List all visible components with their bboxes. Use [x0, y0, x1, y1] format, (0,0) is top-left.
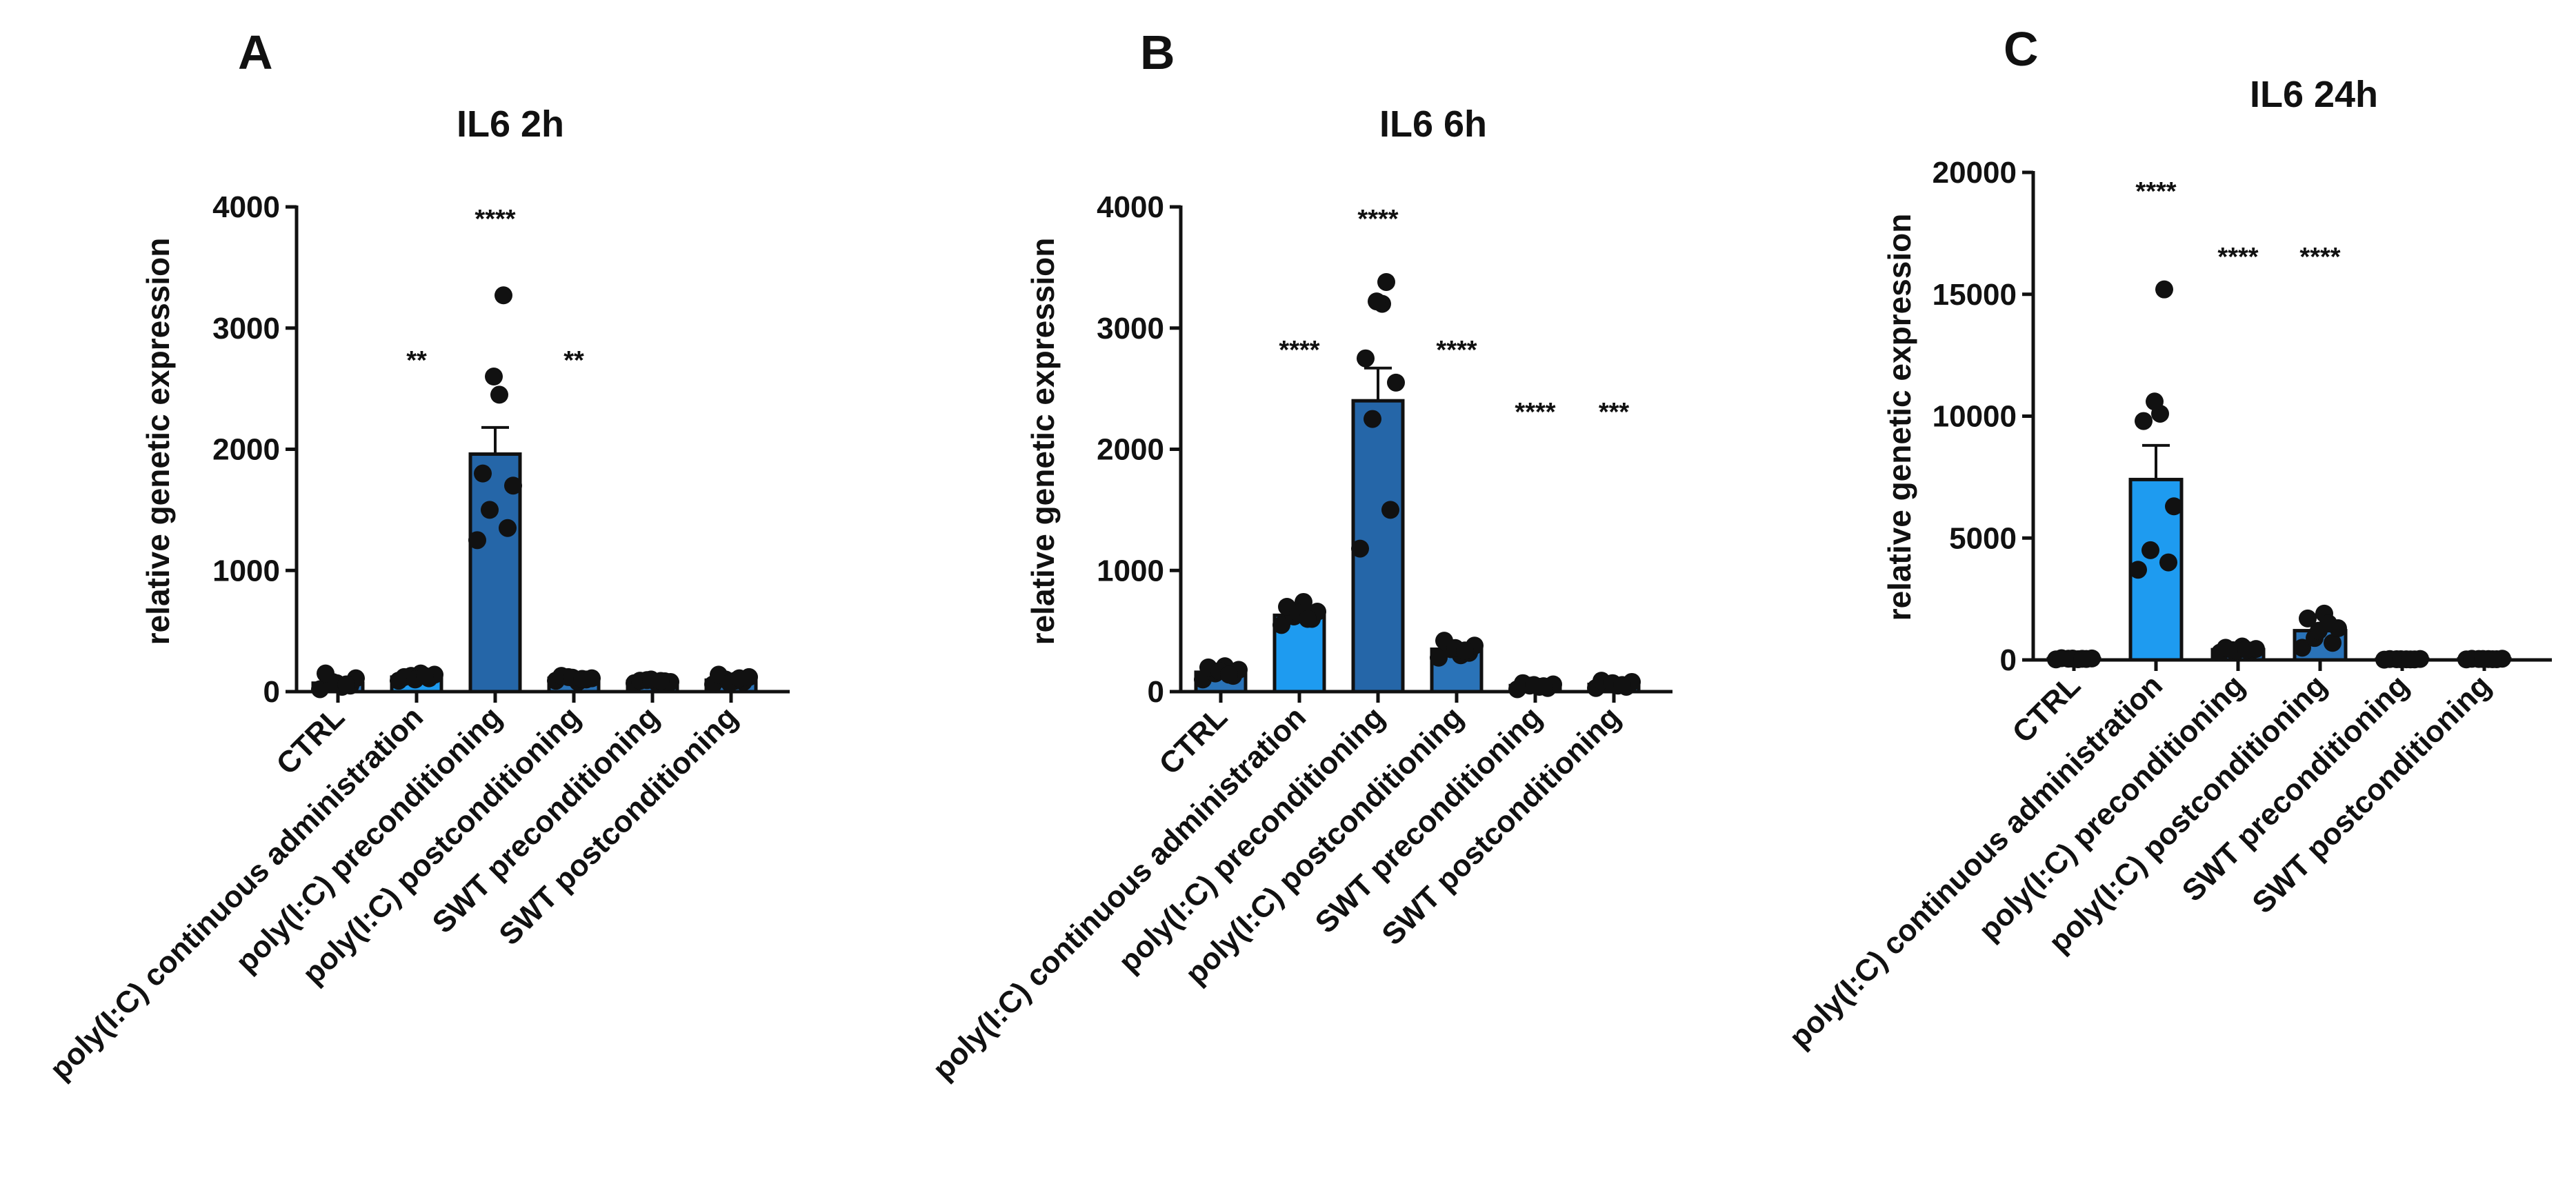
- data-point: [1613, 676, 1631, 694]
- significance-label: ***: [1599, 398, 1630, 427]
- y-tick-label: 10000: [1933, 400, 2017, 434]
- data-point: [730, 669, 748, 688]
- data-point: [1377, 272, 1395, 291]
- data-point: [416, 667, 434, 685]
- data-point: [2135, 412, 2153, 430]
- data-point: [1456, 641, 1474, 660]
- panel-letter-c: C: [2004, 22, 2039, 76]
- data-point: [481, 501, 499, 519]
- data-point: [2129, 561, 2147, 579]
- y-tick-label: 0: [263, 675, 280, 709]
- panel-a: A IL6 2h relative genetic expression 0 10…: [43, 26, 790, 1087]
- y-axis-label-a: relative genetic expression: [140, 238, 176, 645]
- y-tick-label: 5000: [1949, 521, 2017, 555]
- y-tick-label: 3000: [212, 312, 280, 345]
- y-tick-label: 2000: [212, 433, 280, 467]
- data-point: [1299, 610, 1317, 628]
- panel-b: B IL6 6h relative genetic expression 0 10…: [926, 26, 1673, 1087]
- y-tick-label: 0: [2000, 643, 2017, 677]
- data-point: [2165, 497, 2183, 516]
- data-point: [2402, 650, 2419, 669]
- data-point: [2319, 614, 2337, 632]
- data-point: [2141, 541, 2159, 559]
- data-point: [499, 519, 517, 537]
- panel-c: C IL6 24h relative genetic expression 0 5…: [1783, 22, 2552, 1055]
- data-point: [1535, 677, 1552, 696]
- data-point: [485, 368, 503, 386]
- y-tick-label: 4000: [212, 190, 280, 224]
- y-axis-label-b: relative genetic expression: [1025, 238, 1061, 645]
- data-point: [2073, 650, 2091, 668]
- data-point: [1368, 292, 1386, 311]
- data-point: [2484, 650, 2502, 668]
- category-label: poly(I:C) continuous administration: [1783, 668, 2169, 1054]
- y-tick-label: 1000: [212, 554, 280, 588]
- significance-label: ****: [2299, 243, 2340, 272]
- data-point: [474, 464, 492, 483]
- y-tick-label: 4000: [1097, 190, 1164, 224]
- data-point: [2155, 280, 2173, 299]
- data-point: [495, 286, 512, 305]
- y-tick-label: 2000: [1097, 433, 1164, 467]
- significance-label: ****: [2135, 177, 2176, 206]
- significance-label: ****: [1279, 336, 1319, 365]
- panel-letter-b: B: [1140, 26, 1175, 79]
- data-point: [573, 670, 591, 688]
- y-tick-label: 3000: [1097, 312, 1164, 345]
- y-tick-label: 0: [1148, 675, 1164, 709]
- panel-letter-a: A: [238, 26, 273, 79]
- data-point: [2293, 639, 2311, 657]
- y-tick-label: 1000: [1097, 554, 1164, 588]
- data-point: [1220, 665, 1238, 684]
- data-point: [2159, 553, 2177, 572]
- data-point: [504, 476, 522, 495]
- data-point: [2299, 609, 2317, 628]
- significance-label: **: [406, 346, 427, 375]
- data-point: [337, 675, 355, 694]
- significance-label: ****: [475, 205, 515, 234]
- y-tick-label: 20000: [1933, 156, 2017, 190]
- significance-label: ****: [1357, 205, 1398, 234]
- data-point: [2146, 392, 2164, 411]
- data-point: [652, 672, 670, 690]
- data-point: [1357, 349, 1375, 368]
- chart-title-a: IL6 2h: [457, 103, 564, 145]
- significance-label: ****: [1515, 398, 1555, 427]
- y-tick-label: 15000: [1933, 278, 2017, 312]
- data-point: [1387, 373, 1405, 392]
- data-point: [490, 385, 508, 404]
- data-point: [468, 531, 486, 550]
- data-point: [1381, 501, 1399, 519]
- y-axis-label-c: relative genetic expression: [1881, 214, 1917, 621]
- significance-label: ****: [1436, 336, 1477, 365]
- significance-label: ****: [2217, 243, 2258, 272]
- category-label: CTRL: [2006, 668, 2087, 750]
- significance-label: **: [563, 346, 584, 375]
- data-point: [1351, 539, 1369, 558]
- data-point: [1364, 410, 1381, 428]
- data-point: [2237, 641, 2255, 659]
- chart-title-b: IL6 6h: [1379, 103, 1487, 145]
- data-point: [2324, 634, 2342, 652]
- chart-title-c: IL6 24h: [2250, 74, 2378, 115]
